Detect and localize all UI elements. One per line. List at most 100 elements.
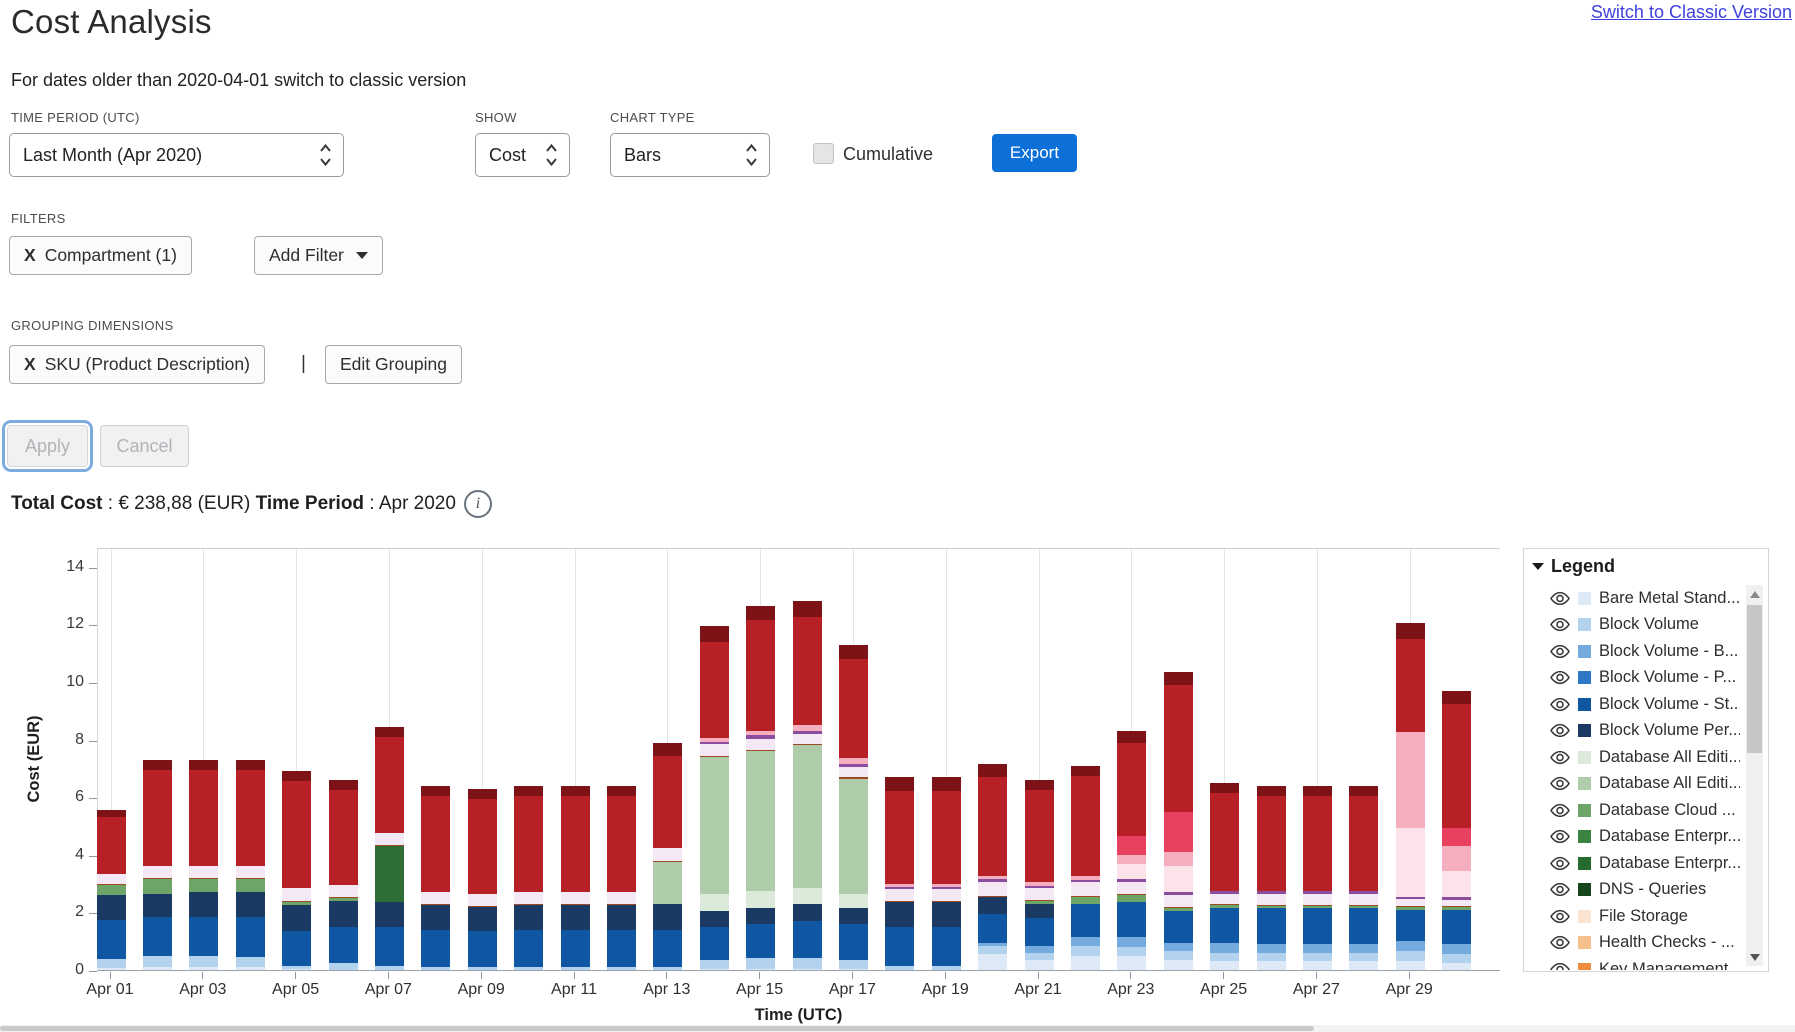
- bar-apr-20[interactable]: [978, 764, 1008, 970]
- cancel-button[interactable]: Cancel: [100, 425, 189, 467]
- legend-item[interactable]: Health Checks - ...: [1550, 930, 1740, 957]
- bar-apr-30[interactable]: [1442, 690, 1472, 970]
- filter-chip-compartment[interactable]: X Compartment (1): [9, 236, 192, 275]
- bar-apr-23[interactable]: [1117, 731, 1147, 970]
- eye-visibility-icon[interactable]: [1550, 935, 1570, 950]
- bar-apr-12[interactable]: [606, 785, 636, 970]
- bar-segment: [1024, 900, 1054, 901]
- eye-visibility-icon[interactable]: [1550, 617, 1570, 632]
- scroll-down-button[interactable]: [1746, 948, 1763, 966]
- legend-item[interactable]: Database All Editi...: [1550, 744, 1740, 771]
- bar-apr-07[interactable]: [374, 726, 404, 970]
- bar-apr-25[interactable]: [1210, 782, 1240, 970]
- bar-apr-17[interactable]: [838, 644, 868, 970]
- bar-apr-06[interactable]: [328, 779, 358, 970]
- legend-header[interactable]: Legend: [1524, 549, 1768, 581]
- legend-item[interactable]: Key Management...: [1550, 956, 1740, 970]
- eye-visibility-icon[interactable]: [1550, 909, 1570, 924]
- bar-apr-03[interactable]: [189, 759, 219, 970]
- bar-segment: [1395, 896, 1425, 900]
- eye-visibility-icon[interactable]: [1550, 750, 1570, 765]
- eye-visibility-icon[interactable]: [1550, 723, 1570, 738]
- bar-apr-22[interactable]: [1070, 765, 1100, 970]
- bar-segment: [699, 755, 729, 757]
- legend-item[interactable]: Block Volume: [1550, 612, 1740, 639]
- bar-apr-04[interactable]: [235, 759, 265, 970]
- legend-item[interactable]: Database Enterpr...: [1550, 824, 1740, 851]
- legend-item[interactable]: Bare Metal Stand...: [1550, 585, 1740, 612]
- eye-visibility-icon[interactable]: [1550, 882, 1570, 897]
- scrollbar-thumb[interactable]: [1747, 605, 1762, 753]
- bar-apr-24[interactable]: [1163, 672, 1193, 970]
- scroll-up-button[interactable]: [1746, 585, 1763, 603]
- show-select[interactable]: Cost: [475, 133, 570, 177]
- bar-apr-21[interactable]: [1024, 779, 1054, 970]
- bar-segment: [792, 733, 822, 745]
- eye-visibility-icon[interactable]: [1550, 644, 1570, 659]
- info-icon[interactable]: i: [464, 490, 492, 518]
- bar-apr-18[interactable]: [885, 777, 915, 970]
- eye-visibility-icon[interactable]: [1550, 803, 1570, 818]
- bar-segment: [792, 601, 822, 618]
- bar-apr-02[interactable]: [142, 759, 172, 970]
- time-period-label: TIME PERIOD (UTC): [11, 110, 140, 125]
- legend-item[interactable]: Block Volume - P...: [1550, 665, 1740, 692]
- eye-visibility-icon[interactable]: [1550, 697, 1570, 712]
- bar-segment: [1256, 893, 1286, 905]
- legend-item[interactable]: DNS - Queries: [1550, 877, 1740, 904]
- y-tick-label: 10: [66, 673, 84, 690]
- bar-apr-19[interactable]: [931, 777, 961, 970]
- legend-scrollbar[interactable]: [1746, 585, 1763, 966]
- eye-visibility-icon[interactable]: [1550, 962, 1570, 970]
- legend-item[interactable]: Block Volume Per...: [1550, 718, 1740, 745]
- apply-button[interactable]: Apply: [7, 425, 88, 467]
- bar-segment: [235, 879, 265, 893]
- time-period-select[interactable]: Last Month (Apr 2020): [9, 133, 344, 177]
- bar-apr-29[interactable]: [1395, 623, 1425, 970]
- bar-segment: [978, 879, 1008, 883]
- bar-apr-15[interactable]: [746, 605, 776, 970]
- bar-apr-28[interactable]: [1349, 785, 1379, 970]
- gridline: [1038, 549, 1040, 970]
- remove-filter-icon[interactable]: X: [24, 245, 36, 265]
- bar-apr-10[interactable]: [514, 785, 544, 970]
- switch-to-classic-link[interactable]: Switch to Classic Version: [1590, 2, 1792, 22]
- bar-apr-09[interactable]: [467, 788, 497, 970]
- bar-segment: [1024, 885, 1054, 888]
- horizontal-scrollbar[interactable]: [0, 1025, 1795, 1032]
- x-tick: [573, 972, 575, 979]
- bar-apr-26[interactable]: [1256, 785, 1286, 970]
- add-filter-button[interactable]: Add Filter: [254, 236, 383, 275]
- legend-item[interactable]: Database All Editi...: [1550, 771, 1740, 798]
- bar-segment: [1442, 896, 1472, 900]
- legend-item[interactable]: File Storage: [1550, 903, 1740, 930]
- export-button[interactable]: Export: [992, 134, 1077, 172]
- bar-apr-27[interactable]: [1302, 785, 1332, 970]
- legend-item[interactable]: Block Volume - B...: [1550, 638, 1740, 665]
- chart-type-select[interactable]: Bars: [610, 133, 770, 177]
- eye-visibility-icon[interactable]: [1550, 591, 1570, 606]
- edit-grouping-button[interactable]: Edit Grouping: [325, 345, 463, 384]
- bar-apr-13[interactable]: [653, 742, 683, 970]
- grouping-chip-sku[interactable]: X SKU (Product Description): [9, 345, 265, 384]
- legend-item[interactable]: Database Cloud ...: [1550, 797, 1740, 824]
- horizontal-scrollbar-thumb[interactable]: [0, 1026, 1314, 1031]
- bar-apr-08[interactable]: [421, 785, 451, 970]
- bar-segment: [978, 942, 1008, 946]
- bar-segment: [560, 967, 590, 970]
- eye-visibility-icon[interactable]: [1550, 776, 1570, 791]
- bar-apr-11[interactable]: [560, 785, 590, 970]
- legend-item[interactable]: Database Enterpr...: [1550, 850, 1740, 877]
- bar-apr-14[interactable]: [699, 625, 729, 970]
- bar-apr-16[interactable]: [792, 601, 822, 970]
- bar-apr-01[interactable]: [96, 810, 126, 970]
- bar-segment: [514, 892, 544, 905]
- eye-visibility-icon[interactable]: [1550, 670, 1570, 685]
- eye-visibility-icon[interactable]: [1550, 856, 1570, 871]
- eye-visibility-icon[interactable]: [1550, 829, 1570, 844]
- x-tick: [202, 972, 204, 979]
- cumulative-checkbox[interactable]: [813, 143, 834, 164]
- legend-item[interactable]: Block Volume - St...: [1550, 691, 1740, 718]
- remove-grouping-icon[interactable]: X: [24, 354, 36, 374]
- bar-apr-05[interactable]: [282, 771, 312, 970]
